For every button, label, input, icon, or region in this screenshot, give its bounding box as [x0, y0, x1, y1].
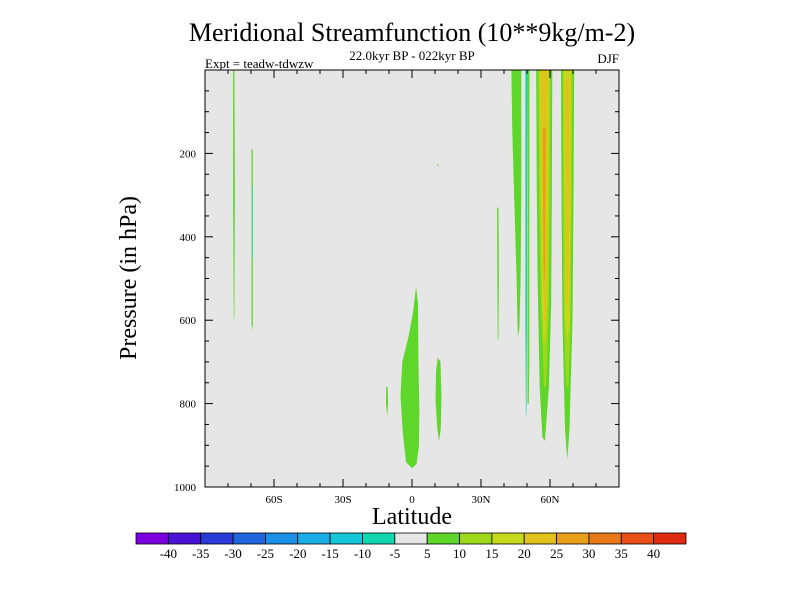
y-tick-label: 1000 — [174, 482, 197, 494]
colorbar-label: -35 — [192, 546, 209, 561]
colorbar-swatch — [556, 532, 590, 545]
colorbar-label: 25 — [550, 546, 563, 561]
colorbar-label: 15 — [485, 546, 498, 561]
contour-band-50n-green — [527, 70, 530, 404]
y-tick-label: 200 — [180, 148, 197, 160]
colorbar-swatch — [588, 532, 622, 545]
colorbar-label: 35 — [615, 546, 628, 561]
colorbar-label: -25 — [257, 546, 274, 561]
colorbar-swatch — [426, 532, 460, 545]
colorbar-swatch — [167, 532, 202, 545]
x-axis-title: Latitude — [372, 504, 452, 530]
x-tick-label: 30S — [334, 494, 351, 506]
contour-speck-10n — [437, 163, 439, 166]
y-tick-label: 800 — [180, 399, 197, 411]
colorbar-label: 5 — [424, 546, 431, 561]
colorbar-swatch — [653, 532, 687, 545]
colorbar-swatch — [362, 532, 396, 545]
contour-band-45n — [511, 70, 522, 337]
contour-blob-10n — [435, 357, 442, 442]
season-label: DJF — [597, 51, 619, 66]
contour-band-60s-a — [233, 70, 235, 321]
colorbar-swatch — [135, 532, 169, 545]
colorbar-swatch — [491, 532, 525, 545]
colorbar-swatch — [620, 532, 655, 545]
colorbar-label: 10 — [453, 546, 466, 561]
colorbar-label: -5 — [389, 546, 400, 561]
contour-band-50n-teal — [525, 70, 528, 417]
colorbar-swatch — [459, 532, 493, 545]
colorbar-label: 40 — [647, 546, 660, 561]
contour-blob-10s — [386, 386, 389, 417]
x-tick-label: 60N — [541, 494, 560, 506]
x-tick-label: 60S — [265, 494, 282, 506]
colorbar-swatch — [297, 532, 331, 545]
experiment-label: Expt = teadw-tdwzw — [205, 56, 314, 71]
chart-subtitle: 22.0kyr BP - 022kyr BP — [349, 48, 475, 63]
contour-fills — [233, 70, 575, 469]
colorbar-label: -10 — [354, 546, 371, 561]
colorbar-label: -40 — [160, 546, 177, 561]
colorbar-swatch — [200, 532, 234, 545]
colorbar-swatch — [265, 532, 299, 545]
colorbar-swatch — [394, 532, 428, 545]
colorbar-swatch — [329, 532, 363, 545]
colorbar-label: 30 — [582, 546, 595, 561]
colorbar-swatch — [523, 532, 557, 545]
contour-band-57n-30 — [542, 128, 546, 279]
chart-title: Meridional Streamfunction (10**9kg/m-2) — [189, 18, 635, 47]
x-tick-label: 30N — [472, 494, 491, 506]
y-axis-title: Pressure (in hPa) — [116, 196, 142, 360]
contour-blob-equator — [400, 286, 420, 469]
colorbar-label: 20 — [518, 546, 531, 561]
axis-ticks: 60S 30S 0 30N 60N 200 400 600 800 1000 — [174, 70, 619, 506]
colorbar: -40 -35 -30 -25 -20 -15 -10 -5 5 10 15 20 25 30 35 40 — [135, 532, 687, 561]
x-tick-label: 0 — [409, 494, 415, 506]
contour-band-60s-teal — [251, 186, 253, 258]
contour-band-37n — [497, 207, 499, 342]
colorbar-label: -15 — [321, 546, 338, 561]
contour-band-67n-25 — [565, 78, 570, 304]
colorbar-label: -20 — [289, 546, 306, 561]
y-tick-label: 400 — [180, 232, 197, 244]
colorbar-label: -30 — [224, 546, 241, 561]
y-tick-label: 600 — [180, 315, 197, 327]
colorbar-swatch — [232, 532, 266, 545]
